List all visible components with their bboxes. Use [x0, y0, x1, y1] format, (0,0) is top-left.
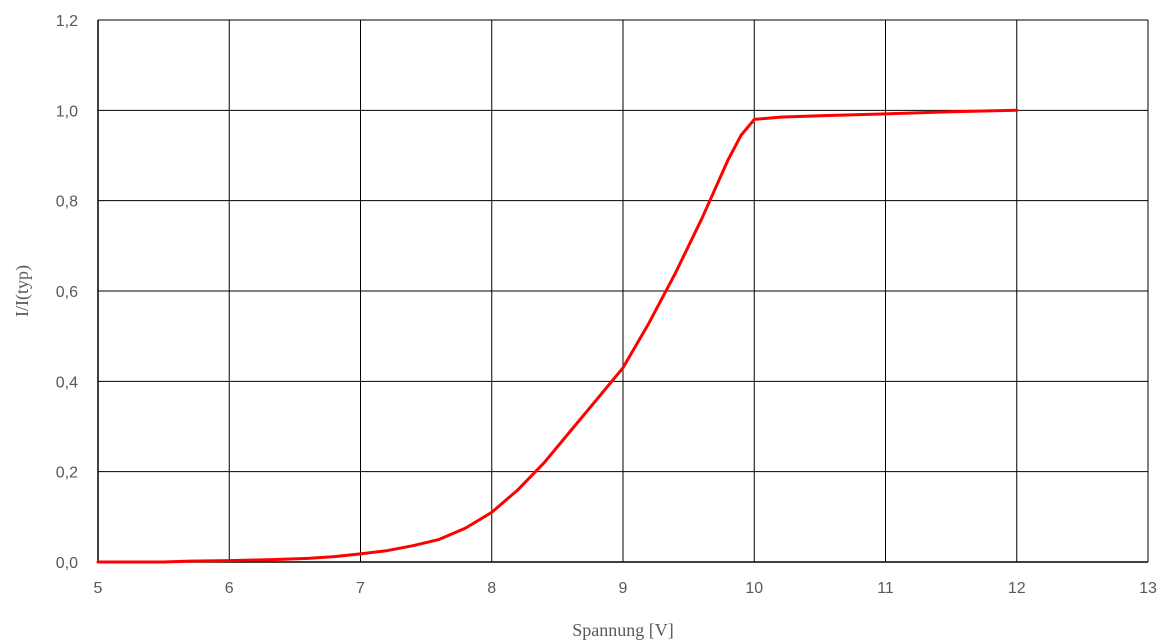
- y-tick-label: 0,0: [56, 555, 78, 572]
- x-tick-labels: 5 6 7 8 9 10 11 12 13: [94, 580, 1157, 597]
- y-tick-label: 0,6: [56, 284, 78, 301]
- grid-lines: [98, 19, 1149, 562]
- x-tick-label: 5: [94, 580, 103, 597]
- x-tick-label: 6: [225, 580, 234, 597]
- x-tick-label: 7: [356, 580, 365, 597]
- x-tick-label: 11: [877, 580, 894, 597]
- x-axis-title: Spannung [V]: [572, 620, 674, 640]
- x-tick-label: 12: [1008, 580, 1026, 597]
- x-tick-label: 13: [1139, 580, 1157, 597]
- x-tick-label: 9: [619, 580, 628, 597]
- x-tick-label: 10: [745, 580, 763, 597]
- y-axis-title: I/I(typ): [12, 265, 33, 317]
- y-tick-label: 0,8: [56, 194, 78, 211]
- series-lines: [96, 108, 1019, 564]
- y-tick-labels: 0,0 0,2 0,4 0,6 0,8 1,0 1,2: [56, 13, 78, 572]
- series-line: [96, 108, 1019, 564]
- y-tick-label: 1,2: [56, 13, 78, 30]
- y-tick-label: 0,2: [56, 465, 78, 482]
- axes: [97, 20, 1148, 563]
- y-tick-label: 1,0: [56, 103, 78, 120]
- y-tick-label: 0,4: [56, 374, 78, 391]
- x-tick-label: 8: [487, 580, 496, 597]
